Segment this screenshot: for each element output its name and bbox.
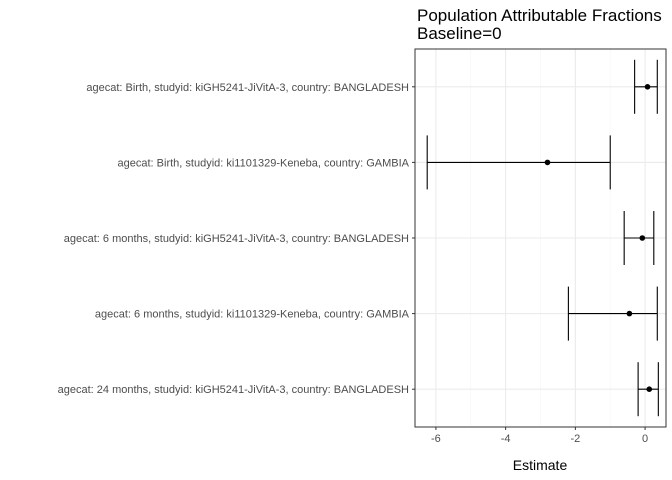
x-tick-label: -6 xyxy=(431,433,441,445)
y-tick-label: agecat: 6 months, studyid: ki1101329-Ken… xyxy=(95,309,410,321)
chart-title-line-2: Baseline=0 xyxy=(417,24,502,43)
x-tick-labels: -6 -4 -2 0 xyxy=(431,427,648,445)
x-tick-label: 0 xyxy=(642,433,648,445)
x-tick-label: -4 xyxy=(501,433,511,445)
estimate-point xyxy=(646,386,653,393)
y-tick-label: agecat: 6 months, studyid: kiGH5241-JiVi… xyxy=(64,233,409,245)
x-tick-label: -2 xyxy=(570,433,580,445)
plot-marks xyxy=(426,59,659,417)
y-tick-label: agecat: 24 months, studyid: kiGH5241-JiV… xyxy=(58,384,409,396)
chart-title-line-1: Population Attributable Fractions xyxy=(417,6,662,25)
x-axis-label: Estimate xyxy=(513,457,568,473)
estimate-point xyxy=(639,235,646,241)
estimate-point xyxy=(644,84,651,90)
estimate-point xyxy=(544,159,551,166)
y-tick-labels: agecat: Birth, studyid: kiGH5241-JiVitA-… xyxy=(58,82,415,396)
y-tick-label: agecat: Birth, studyid: kiGH5241-JiVitA-… xyxy=(86,82,409,94)
y-tick-label: agecat: Birth, studyid: ki1101329-Keneba… xyxy=(118,157,410,169)
estimate-point xyxy=(626,310,633,317)
